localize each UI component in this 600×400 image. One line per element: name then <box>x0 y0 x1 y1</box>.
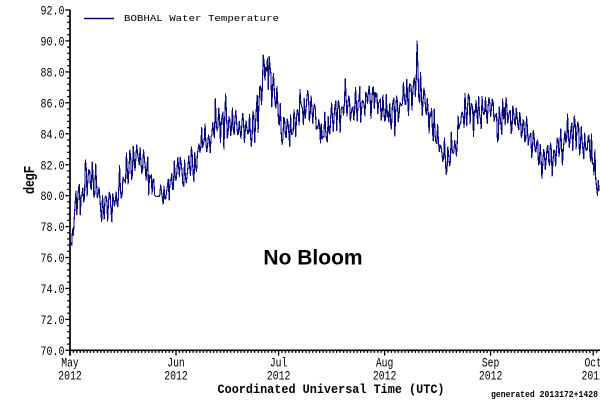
svg-text:80.0: 80.0 <box>41 189 65 204</box>
svg-text:No Bloom: No Bloom <box>263 247 362 270</box>
svg-text:generated 2013172+1428: generated 2013172+1428 <box>491 390 598 400</box>
svg-text:92.0: 92.0 <box>41 4 65 19</box>
svg-text:Jun: Jun <box>167 356 185 371</box>
svg-text:2012: 2012 <box>581 369 600 384</box>
svg-text:90.0: 90.0 <box>41 35 65 50</box>
svg-text:86.0: 86.0 <box>41 96 65 111</box>
svg-text:May: May <box>61 356 79 371</box>
svg-text:Oct: Oct <box>584 356 600 371</box>
svg-text:2012: 2012 <box>58 369 82 384</box>
svg-text:2012: 2012 <box>267 369 291 384</box>
svg-text:Jul: Jul <box>270 356 288 371</box>
svg-text:2012: 2012 <box>164 369 188 384</box>
svg-text:84.0: 84.0 <box>41 127 65 142</box>
svg-text:Sep: Sep <box>482 356 500 371</box>
svg-text:Aug: Aug <box>376 356 394 371</box>
svg-text:degF: degF <box>22 166 38 194</box>
svg-text:BOBHAL Water Temperature: BOBHAL Water Temperature <box>124 13 279 24</box>
svg-text:82.0: 82.0 <box>41 158 65 173</box>
svg-text:74.0: 74.0 <box>41 282 65 297</box>
svg-text:Coordinated Universal Time (UT: Coordinated Universal Time (UTC) <box>218 382 445 397</box>
svg-text:2012: 2012 <box>373 369 397 384</box>
svg-text:70.0: 70.0 <box>41 344 65 359</box>
svg-text:72.0: 72.0 <box>41 313 65 328</box>
svg-text:2012: 2012 <box>479 369 503 384</box>
svg-text:78.0: 78.0 <box>41 220 65 235</box>
svg-text:76.0: 76.0 <box>41 251 65 266</box>
svg-text:88.0: 88.0 <box>41 66 65 81</box>
